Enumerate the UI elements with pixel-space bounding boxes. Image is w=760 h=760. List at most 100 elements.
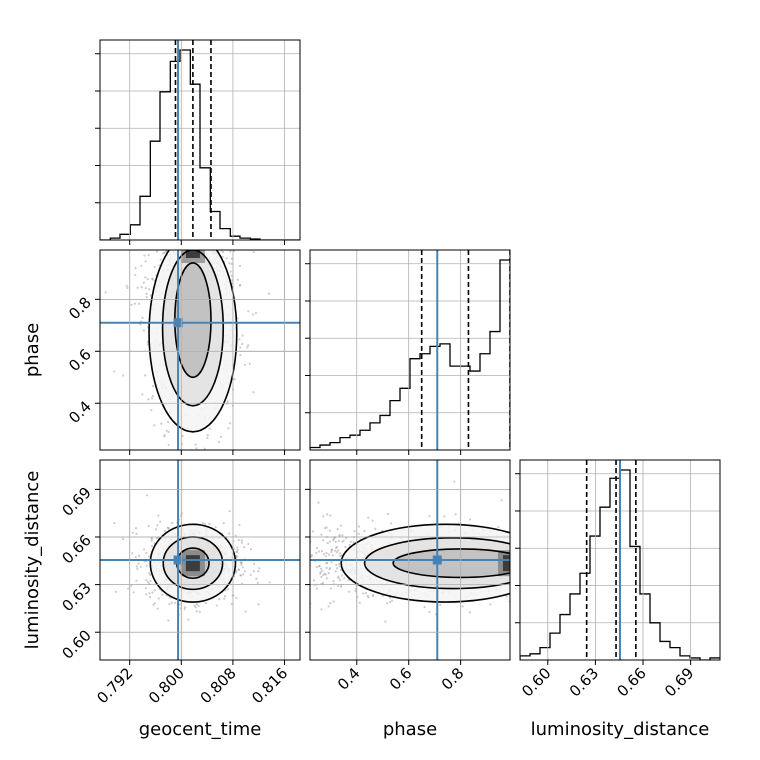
sample-point	[523, 558, 525, 560]
sample-point	[533, 589, 535, 591]
sample-point	[522, 556, 524, 558]
sample-point	[145, 552, 148, 555]
sample-point	[329, 602, 332, 605]
sample-point	[335, 551, 338, 554]
sample-point	[348, 590, 351, 593]
sample-point	[517, 562, 519, 564]
sample-point	[194, 443, 197, 446]
sample-point	[557, 556, 559, 558]
sample-point	[348, 543, 351, 547]
sample-point	[524, 592, 526, 594]
sample-point	[303, 597, 305, 599]
sample-point	[146, 278, 149, 281]
sample-point	[329, 514, 332, 517]
sample-point	[538, 596, 540, 598]
sample-point	[214, 526, 217, 529]
sample-point	[154, 528, 158, 531]
sample-point	[512, 545, 514, 547]
sample-point	[227, 427, 230, 430]
sample-point	[239, 346, 242, 349]
sample-point	[557, 555, 559, 557]
sample-point	[198, 610, 201, 613]
sample-point	[167, 430, 170, 434]
sample-point	[142, 329, 145, 332]
sample-point	[330, 561, 333, 564]
sample-point	[197, 604, 200, 608]
sample-point	[390, 599, 394, 602]
sample-point	[134, 267, 137, 270]
contour-line	[363, 536, 510, 590]
sample-point	[529, 543, 531, 545]
hist-bar	[210, 212, 220, 241]
contour-line	[340, 523, 510, 603]
sample-point	[145, 292, 148, 295]
sample-point	[240, 541, 244, 544]
sample-point	[249, 548, 253, 551]
sample-point	[223, 597, 226, 600]
sample-point	[515, 562, 517, 564]
sample-point	[332, 580, 335, 583]
sample-point	[320, 549, 324, 553]
sample-point	[325, 566, 328, 569]
hist-bar	[620, 470, 630, 660]
sample-point	[137, 302, 141, 305]
sample-point	[530, 550, 532, 552]
sample-point	[522, 573, 524, 575]
sample-point	[131, 531, 134, 534]
sample-point	[538, 571, 540, 573]
sample-point	[252, 562, 256, 565]
sample-point	[527, 600, 529, 602]
sample-point	[195, 447, 198, 450]
sample-point	[322, 552, 326, 556]
sample-point	[183, 606, 187, 609]
sample-point	[338, 534, 341, 537]
sample-point	[193, 604, 196, 607]
sample-point	[157, 597, 160, 600]
sample-point	[367, 596, 370, 599]
sample-point	[540, 538, 542, 540]
hist-bar	[330, 443, 340, 450]
sample-point	[353, 530, 356, 533]
x-tick-label: 0.808	[197, 664, 240, 707]
sample-point	[521, 555, 523, 557]
sample-point	[136, 567, 139, 570]
hist-bar	[480, 354, 490, 450]
sample-point	[238, 338, 241, 341]
sample-point	[252, 569, 255, 573]
sample-point	[148, 555, 151, 558]
sample-point	[352, 541, 355, 544]
sample-point	[325, 526, 328, 529]
sample-point	[126, 286, 129, 289]
sample-point	[542, 559, 544, 561]
sample-point	[139, 565, 142, 568]
sample-point	[237, 568, 241, 572]
hist-bar	[380, 415, 390, 450]
sample-point	[443, 515, 446, 518]
sample-point	[541, 542, 543, 544]
sample-point	[173, 486, 175, 488]
sample-point	[226, 400, 229, 403]
sample-point	[328, 568, 331, 571]
labels-layer: geocent_time phase luminosity_distance p…	[22, 323, 709, 740]
sample-point	[569, 561, 571, 563]
sample-point	[325, 577, 328, 580]
sample-point	[364, 591, 368, 594]
sample-point	[235, 596, 238, 600]
sample-point	[562, 539, 564, 541]
sample-point	[390, 522, 393, 525]
sample-point	[329, 587, 332, 590]
sample-point	[541, 560, 543, 562]
sample-point	[133, 302, 136, 305]
sample-point	[552, 551, 554, 553]
y-tick-label: 0.8	[65, 293, 95, 323]
sample-point	[551, 567, 553, 569]
sample-point	[148, 288, 151, 291]
sample-point	[144, 286, 147, 290]
sample-point	[530, 591, 532, 593]
y-tick-label: 0.69	[58, 483, 94, 519]
hist-bar	[350, 435, 360, 450]
sample-point	[515, 541, 517, 543]
contour-line	[148, 250, 238, 433]
sample-point	[174, 469, 176, 471]
sample-point	[339, 524, 343, 527]
